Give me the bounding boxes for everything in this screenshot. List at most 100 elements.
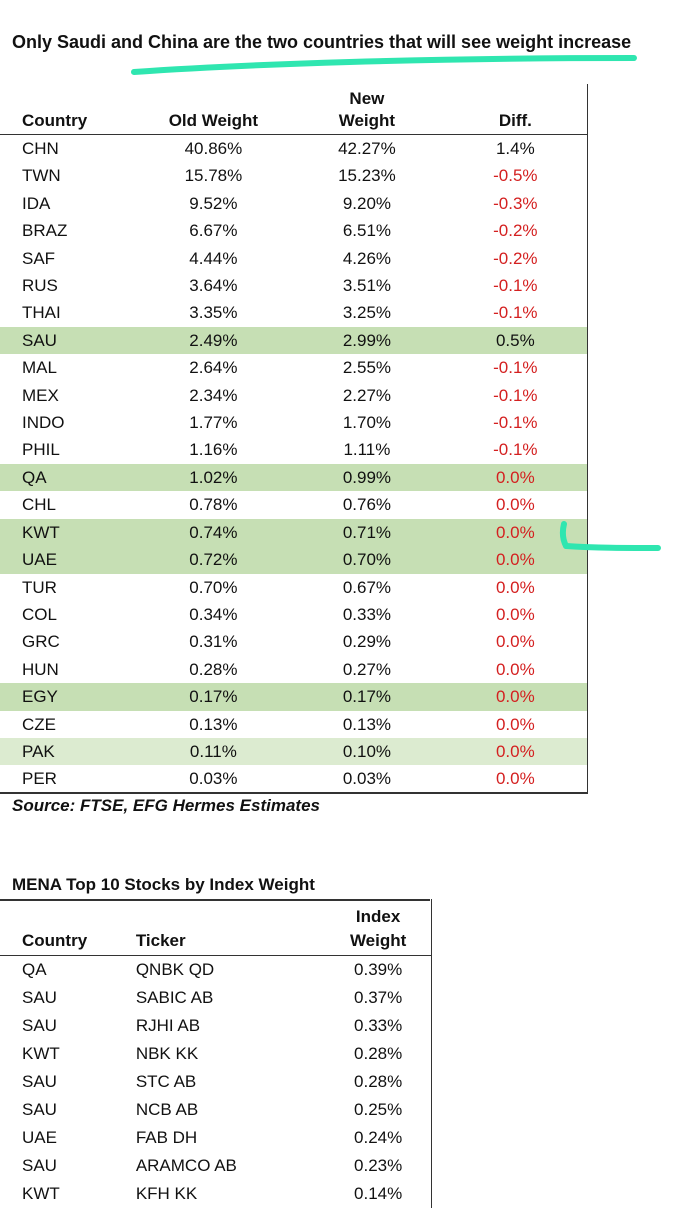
row-diff: 0.0% [443,463,588,492]
row-country: IDA [22,193,51,213]
header-country: Country [0,84,137,135]
row-diff: -0.1% [443,272,588,300]
row-country: KWT [0,518,137,547]
mena-row-country: SAU [22,1072,57,1091]
row-diff: -0.1% [443,354,588,382]
table-row: KWT 0.74% 0.71% 0.0% [0,518,588,547]
table-row: HUN 0.28% 0.27% 0.0% [0,655,588,684]
table-row: MAL 2.64% 2.55% -0.1% [0,354,588,382]
row-old-weight: 0.03% [189,769,238,789]
table-row: PAK 0.11% 0.10% 0.0% [0,737,588,766]
table-row: SAU NCB AB 0.25% [0,1096,433,1124]
header-new-weight: New Weight [290,84,444,135]
row-country: INDO [22,413,65,433]
row-country: CZE [22,714,56,734]
page-title: Only Saudi and China are the two countri… [12,32,632,52]
row-new-weight: 9.20% [342,193,392,213]
mena-row-weight: 0.14% [325,1180,433,1208]
row-diff: -0.1% [443,436,588,464]
row-old-weight: 0.28% [189,659,238,679]
row-diff: -0.1% [443,381,588,410]
row-diff: -0.1% [443,409,588,437]
row-old-weight: 2.49% [136,326,291,355]
mena-row-ticker: SABIC AB [135,988,214,1007]
row-new-weight: 3.51% [342,276,392,296]
row-new-weight: 0.17% [290,683,444,711]
row-diff: 0.0% [443,491,588,519]
row-new-weight: 0.13% [342,714,392,734]
row-country: EGY [0,683,137,711]
table-row: SAU RJHI AB 0.33% [0,1012,433,1040]
table-row: SAF 4.44% 4.26% -0.2% [0,244,588,273]
row-old-weight: 3.64% [189,276,238,296]
mena-row-country: QA [22,960,47,979]
mena-row-weight: 0.25% [325,1096,433,1124]
mena-row-weight: 0.23% [325,1152,433,1180]
row-country: HUN [22,659,59,679]
table-row: INDO 1.77% 1.70% -0.1% [0,409,588,437]
mena-row-weight: 0.28% [325,1040,433,1068]
mena-header-country: Country [0,899,122,956]
row-old-weight: 6.67% [189,221,238,241]
table-row: QA QNBK QD 0.39% [0,955,433,984]
row-new-weight: 0.29% [342,632,392,652]
table-row: MEX 2.34% 2.27% -0.1% [0,381,588,410]
row-old-weight: 2.34% [189,385,238,405]
row-old-weight: 0.72% [136,546,291,574]
mena-row-ticker: NBK KK [135,1044,199,1063]
row-old-weight: 0.13% [189,714,238,734]
header-new-line1: New [349,89,385,108]
table-row: THAI 3.35% 3.25% -0.1% [0,299,588,327]
row-old-weight: 0.31% [189,632,238,652]
table-row: UAE 0.72% 0.70% 0.0% [0,546,588,574]
mena-row-ticker: FAB DH [135,1128,198,1147]
row-country: COL [22,604,57,624]
table-row: QA 1.02% 0.99% 0.0% [0,463,588,492]
row-old-weight: 1.16% [189,440,238,460]
mena-row-weight: 0.37% [325,984,433,1012]
row-diff: -0.2% [443,217,588,245]
table-row: UAE FAB DH 0.24% [0,1124,433,1152]
row-new-weight: 0.27% [342,659,392,679]
mena-row-ticker: ARAMCO AB [135,1156,237,1175]
row-country: BRAZ [22,221,68,241]
mena-row-country: KWT [22,1044,60,1063]
source-rule [0,792,588,794]
row-old-weight: 2.64% [189,358,238,378]
row-old-weight: 15.78% [184,166,243,186]
source-note: Source: FTSE, EFG Hermes Estimates [12,796,320,815]
row-country: PER [22,769,57,789]
table-row: TUR 0.70% 0.67% 0.0% [0,573,588,601]
table-row: KWT KFH KK 0.14% [0,1180,433,1208]
mena-row-country: SAU [22,1156,57,1175]
mena-row-country: SAU [22,988,57,1007]
underline-marker [131,55,637,75]
row-old-weight: 0.34% [189,604,238,624]
table-row: SAU 2.49% 2.99% 0.5% [0,326,588,355]
table-row: COL 0.34% 0.33% 0.0% [0,600,588,629]
row-new-weight: 1.70% [342,413,392,433]
mena-row-country: KWT [22,1184,60,1203]
row-country: UAE [0,546,137,574]
mena-row-ticker: KFH KK [135,1184,198,1203]
row-old-weight: 0.70% [189,577,238,597]
mena-header-row: Country Ticker Index Weight [0,899,433,956]
mena-row-weight: 0.28% [325,1068,433,1096]
row-country: SAF [22,248,56,268]
row-new-weight: 0.70% [290,546,444,574]
row-new-weight: 2.27% [342,385,392,405]
mena-row-weight: 0.39% [325,955,433,984]
row-country: GRC [22,632,60,652]
table-row: PHIL 1.16% 1.11% -0.1% [0,436,588,464]
row-old-weight: 0.11% [136,737,291,766]
row-country: CHN [22,139,59,158]
mena-row-ticker: QNBK QD [135,960,215,979]
table-row: CHL 0.78% 0.76% 0.0% [0,491,588,519]
row-country: RUS [22,276,58,296]
row-diff: 0.0% [443,683,588,711]
mena-header-ticker: Ticker [121,899,326,956]
row-new-weight: 2.99% [290,326,444,355]
table-row: TWN 15.78% 15.23% -0.5% [0,162,588,190]
row-diff: 0.0% [443,655,588,684]
mena-header-weight-line1: Index [355,907,401,926]
